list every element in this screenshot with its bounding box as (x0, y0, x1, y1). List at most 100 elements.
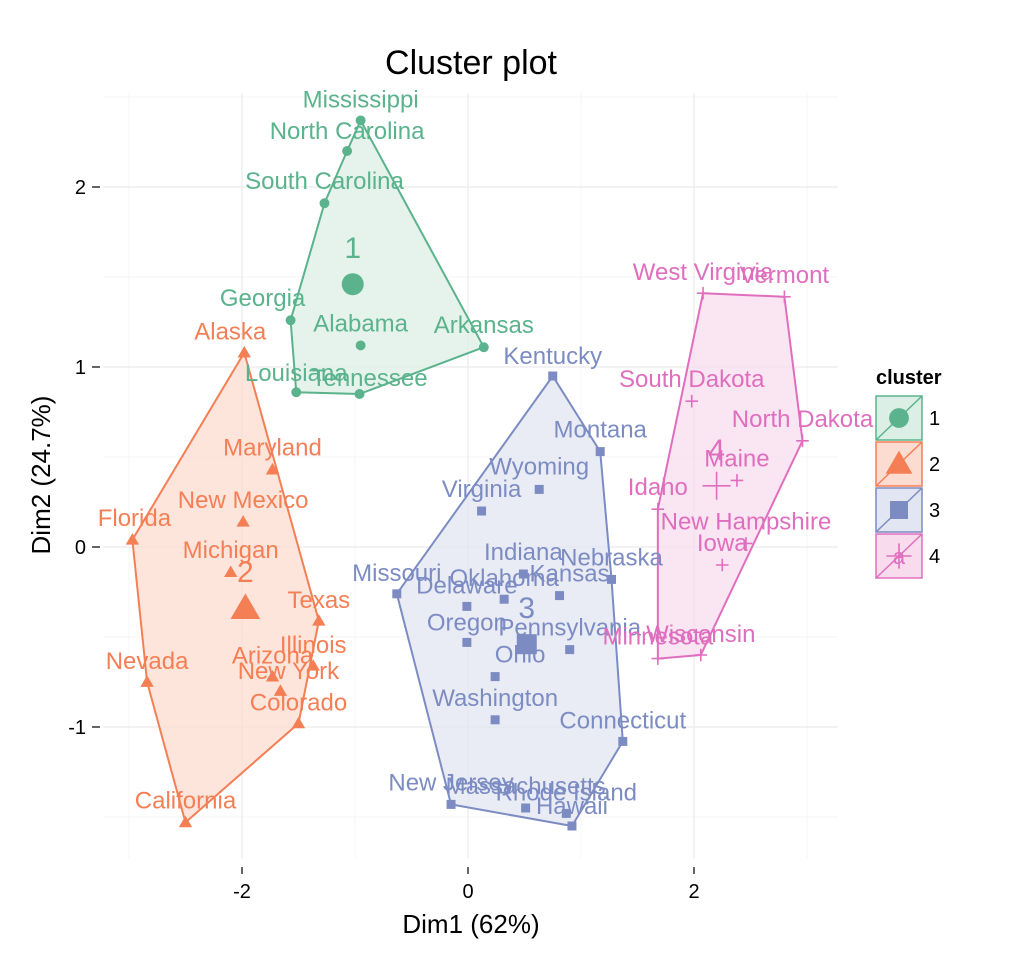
point-marker (265, 462, 280, 475)
point-label: Louisiana (245, 360, 348, 387)
point-label: Virginia (442, 476, 522, 503)
point-marker (312, 614, 326, 626)
point-label: Connecticut (559, 707, 686, 734)
point-label: Oklahoma (449, 565, 559, 592)
cluster-4-center-marker (702, 471, 731, 500)
point-marker (595, 447, 605, 457)
cluster-1-hull (289, 119, 485, 395)
cluster-3-hull (395, 375, 624, 827)
legend-label: 4 (929, 546, 940, 568)
x-axis-label: Dim1 (62%) (402, 909, 539, 939)
point-label: Nevada (106, 648, 189, 675)
legend-title: cluster (876, 367, 942, 389)
point-marker (291, 387, 302, 398)
point-label: Colorado (250, 689, 347, 716)
cluster-hulls (131, 119, 804, 827)
point-marker (607, 574, 617, 584)
point-marker (730, 474, 744, 487)
point-marker (694, 648, 708, 662)
point-label: North Carolina (270, 118, 425, 145)
cluster-centers: 1 2 3 4 (230, 232, 731, 655)
point-label: Tennessee (311, 365, 427, 392)
cluster-1-center-label: 1 (344, 232, 361, 265)
point-label: Georgia (220, 285, 306, 312)
point-marker (555, 591, 565, 601)
point-marker (499, 594, 509, 604)
point-marker (342, 146, 353, 156)
point-marker (651, 502, 665, 516)
point-label: Kentucky (503, 343, 602, 370)
point-label: Vermont (740, 262, 830, 289)
point-label: Kansas (529, 561, 609, 588)
point-marker (446, 799, 456, 809)
point-labels: Mississippi North Carolina South Carolina G… (98, 86, 874, 820)
point-marker (796, 434, 809, 448)
point-marker (685, 394, 699, 408)
point-label: New York (238, 658, 340, 685)
point-marker (178, 815, 193, 828)
x-tick-label: 0 (462, 881, 473, 903)
point-marker (490, 672, 500, 682)
point-marker (125, 533, 140, 545)
point-label: New Jersey (388, 769, 513, 796)
point-marker (567, 821, 577, 831)
point-marker (696, 286, 710, 300)
point-label: Idaho (628, 474, 688, 501)
legend-key-marker (890, 501, 908, 519)
point-label: South Carolina (245, 168, 404, 195)
point-label: Arkansas (434, 312, 534, 339)
point-label: Maine (704, 445, 769, 472)
point-label: West Virginia (633, 259, 774, 286)
point-marker (462, 637, 472, 647)
point-marker (715, 558, 729, 572)
point-marker (285, 315, 296, 326)
y-tick-label: 2 (75, 177, 86, 199)
point-label: Mississippi (303, 86, 419, 113)
point-label: Illinois (280, 632, 347, 659)
point-marker (392, 589, 402, 599)
point-label: Texas (287, 587, 350, 614)
point-label: Missouri (352, 560, 441, 587)
point-marker (739, 537, 753, 550)
point-label: Florida (98, 505, 172, 532)
point-label: Wisconsin (646, 621, 755, 648)
point-marker (521, 803, 531, 813)
point-label: Rhode Island (496, 779, 637, 806)
y-axis-label: Dim2 (24.7%) (26, 396, 56, 555)
point-label: Alabama (313, 310, 408, 337)
point-label: Michigan (183, 537, 279, 564)
point-label: Washington (432, 685, 558, 712)
point-label: New Hampshire (661, 508, 832, 535)
point-marker (534, 484, 544, 494)
point-label: California (135, 787, 237, 814)
point-marker (490, 715, 500, 725)
point-marker (518, 569, 528, 579)
point-label: Montana (554, 417, 648, 444)
point-label: Wyoming (489, 453, 589, 480)
point-marker (354, 389, 365, 399)
legend-item-1: a1 (875, 395, 940, 441)
y-tick-label: 0 (75, 537, 86, 559)
point-marker (355, 340, 366, 351)
cluster-markers (125, 115, 809, 831)
cluster-3-center-label: 3 (518, 592, 535, 625)
x-tick-label: -2 (233, 881, 251, 903)
legend-key-marker (889, 408, 909, 428)
point-marker (478, 342, 489, 353)
point-label: Arizona (232, 643, 314, 670)
legend-item-3: a3 (875, 487, 940, 533)
cluster-1-center-marker (341, 273, 364, 296)
point-marker (306, 659, 320, 671)
legend: cluster a1a2a3a4 (875, 367, 942, 579)
cluster-3-center-marker (516, 634, 537, 655)
legend-key-marker (886, 543, 912, 569)
point-label: Alaska (194, 319, 267, 346)
point-label: South Dakota (619, 366, 765, 393)
point-marker (548, 371, 558, 381)
legend-label: 3 (929, 500, 940, 522)
legend-label: 2 (929, 454, 940, 476)
plot-panel: Mississippi North Carolina South Carolina G… (98, 86, 874, 858)
point-marker (778, 290, 791, 304)
point-marker (273, 684, 288, 696)
